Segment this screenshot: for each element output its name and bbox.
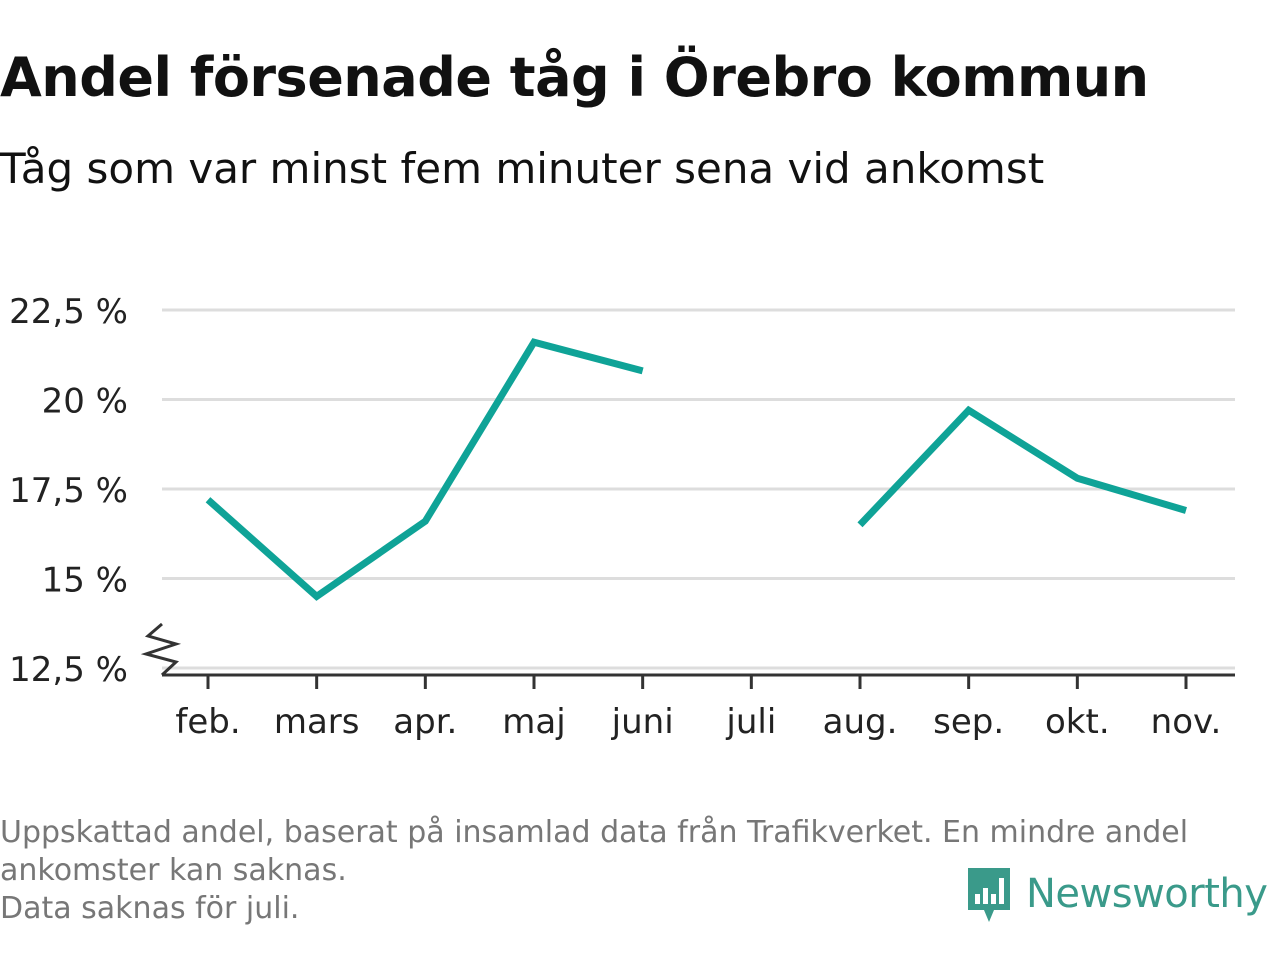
y-tick-label: 17,5 % <box>9 471 128 511</box>
newsworthy-logo[interactable]: Newsworthy <box>964 864 1268 924</box>
grid-lines <box>162 308 1235 670</box>
footnote-line-2: ankomster kan saknas. <box>0 853 347 888</box>
x-axis-tick-labels: feb. mars apr. maj juni juli aug. sep. okt. nov. <box>175 702 1221 742</box>
x-axis <box>140 622 1235 689</box>
y-tick-label: 12,5 % <box>9 650 128 690</box>
y-tick-label: 22,5 % <box>9 292 128 332</box>
x-tick-label: juni <box>611 702 674 742</box>
x-tick-label: feb. <box>175 702 240 742</box>
x-tick-label: mars <box>274 702 360 742</box>
x-tick-label: apr. <box>393 702 457 742</box>
x-tick-label: juli <box>725 702 776 742</box>
logo-text: Newsworthy <box>1026 871 1268 917</box>
series-line-segment <box>205 338 644 601</box>
y-tick-label: 15 % <box>42 561 128 601</box>
series-lines <box>205 338 1187 601</box>
line-chart: 12,5 % 15 % 17,5 % 20 % 22,5 % feb. mars apr. m… <box>9 292 1235 742</box>
newsworthy-logo-icon <box>968 868 1010 922</box>
footnote-line-3: Data saknas för juli. <box>0 891 300 926</box>
y-tick-label: 20 % <box>42 382 128 422</box>
chart-subtitle: Tåg som var minst fem minuter sena vid a… <box>0 144 1045 193</box>
x-tick-label: maj <box>502 702 565 742</box>
chart-title: Andel försenade tåg i Örebro kommun <box>0 46 1149 109</box>
x-tick-label: sep. <box>933 702 1004 742</box>
series-line-segment <box>857 405 1187 528</box>
x-tick-label: nov. <box>1151 702 1222 742</box>
x-tick-label: aug. <box>823 702 898 742</box>
footnote: Uppskattad andel, baserat på insamlad da… <box>0 814 1270 928</box>
footnote-line-1: Uppskattad andel, baserat på insamlad da… <box>0 815 1189 850</box>
y-axis-tick-labels: 12,5 % 15 % 17,5 % 20 % 22,5 % <box>9 292 128 690</box>
x-tick-label: okt. <box>1045 702 1110 742</box>
y-axis-break-icon <box>140 622 182 677</box>
